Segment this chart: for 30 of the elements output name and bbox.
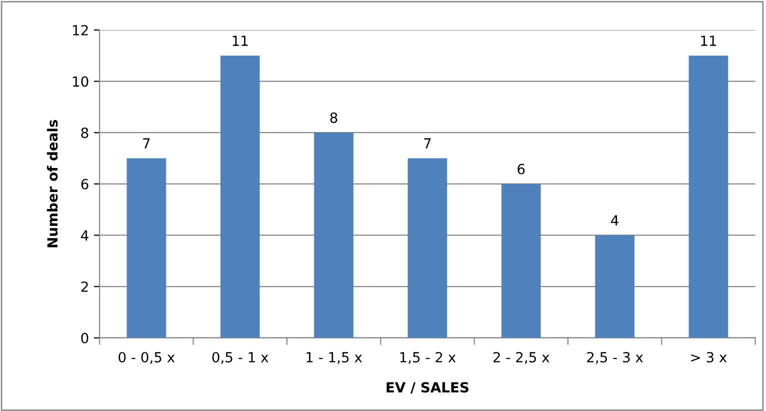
bar [688, 56, 728, 338]
bar [408, 158, 448, 338]
bar [220, 56, 260, 338]
bar [595, 235, 634, 338]
x-tick-label: 0 - 0,5 x [118, 352, 175, 364]
x-tick-label: 2,5 - 3 x [587, 352, 644, 364]
y-tick-label: 2 [81, 282, 88, 292]
data-label: 11 [232, 36, 248, 46]
x-axis-title: EV / SALES [386, 382, 468, 394]
y-tick-label: 6 [81, 178, 88, 190]
bar [314, 132, 354, 338]
bar [501, 184, 541, 338]
y-tick-label: 0 [81, 332, 88, 344]
data-label: 7 [143, 138, 150, 148]
data-label: 4 [611, 215, 618, 226]
data-label: 7 [424, 138, 431, 148]
x-tick-label: 2 - 2,5 x [493, 352, 550, 364]
bar [126, 158, 166, 338]
data-label: 8 [330, 112, 338, 123]
data-label: 11 [701, 36, 716, 46]
x-tick-label: 0,5 - 1 x [212, 352, 268, 364]
y-tick-label: 12 [73, 24, 88, 36]
y-tick-label: 10 [73, 76, 88, 87]
y-axis-title: Number of deals [46, 120, 58, 248]
x-tick-label: > 3 x [691, 352, 727, 362]
y-tick-label: 4 [81, 230, 88, 241]
data-label: 6 [518, 164, 525, 174]
x-tick-label: 1 - 1,5 x [306, 352, 362, 364]
x-tick-label: 1,5 - 2 x [400, 352, 456, 364]
y-tick-label: 8 [81, 128, 88, 138]
